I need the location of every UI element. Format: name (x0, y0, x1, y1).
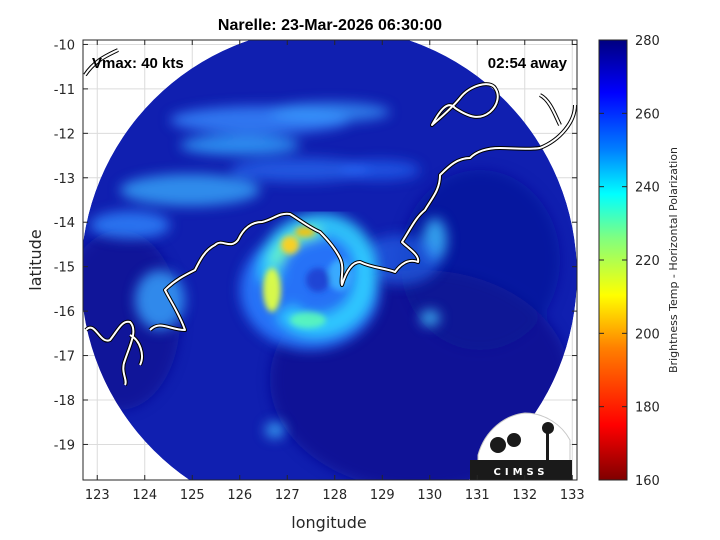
cloud-bands (90, 102, 447, 438)
x-tick-label: 131 (465, 488, 490, 503)
colorbar-label: Brightness Temp - Horizontal Polarizatio… (667, 147, 680, 373)
colorbar-tick-label: 280 (635, 34, 660, 49)
y-tick-label: -13 (54, 172, 75, 187)
y-tick-label: -16 (54, 305, 75, 320)
x-tick-label: 128 (322, 488, 347, 503)
y-tick-label: -18 (54, 394, 75, 409)
x-tick-label: 127 (275, 488, 300, 503)
colorbar-tick-label: 200 (635, 327, 660, 342)
vmax-label: Vmax: 40 kts (92, 55, 184, 72)
satellite-dish-icon (490, 437, 506, 453)
colorbar: 160 180 200 220 240 260 280 Brightness Temp - … (598, 34, 680, 489)
logo-text: CIMSS (494, 467, 549, 478)
x-tick-label: 125 (180, 488, 205, 503)
x-tick-label: 123 (85, 488, 110, 503)
x-axis-label: longitude (291, 513, 366, 532)
colorbar-tick-label: 180 (635, 401, 660, 416)
water-tower-icon (546, 430, 549, 460)
axis-ticks: 123 124 125 126 127 128 129 130 131 132 133 -10 -11 -… (54, 38, 585, 503)
y-tick-label: -12 (54, 127, 75, 142)
y-tick-label: -11 (54, 83, 75, 98)
y-tick-label: -10 (54, 38, 75, 53)
y-axis-label: latitude (26, 229, 45, 290)
y-tick-label: -14 (54, 216, 75, 231)
colorbar-tick-label: 260 (635, 107, 660, 122)
colorbar-tick-label: 160 (635, 474, 660, 489)
x-tick-label: 132 (512, 488, 537, 503)
y-tick-label: -15 (54, 261, 75, 276)
y-tick-label: -19 (54, 438, 75, 453)
time-away-label: 02:54 away (488, 55, 568, 72)
x-tick-label: 133 (560, 488, 585, 503)
x-tick-label: 126 (227, 488, 252, 503)
coastline (83, 48, 577, 387)
x-tick-label: 124 (132, 488, 157, 503)
x-tick-label: 130 (417, 488, 442, 503)
x-tick-label: 129 (370, 488, 395, 503)
logo-banner (470, 460, 572, 480)
figure-title: Narelle: 23-Mar-2026 06:30:00 (218, 17, 442, 34)
colorbar-tick-label: 240 (635, 181, 660, 196)
axes-frame (82, 39, 578, 481)
y-tick-label: -17 (54, 350, 75, 365)
cimss-logo: CIMSS (470, 412, 572, 481)
brightness-swath (83, 40, 577, 480)
colorbar-tick-label: 220 (635, 254, 660, 269)
colorbar-ticks: 160 180 200 220 240 260 280 (599, 34, 660, 489)
plot-area: Vmax: 40 kts 02:54 away CIMSS 123 124 125 1… (54, 38, 585, 503)
